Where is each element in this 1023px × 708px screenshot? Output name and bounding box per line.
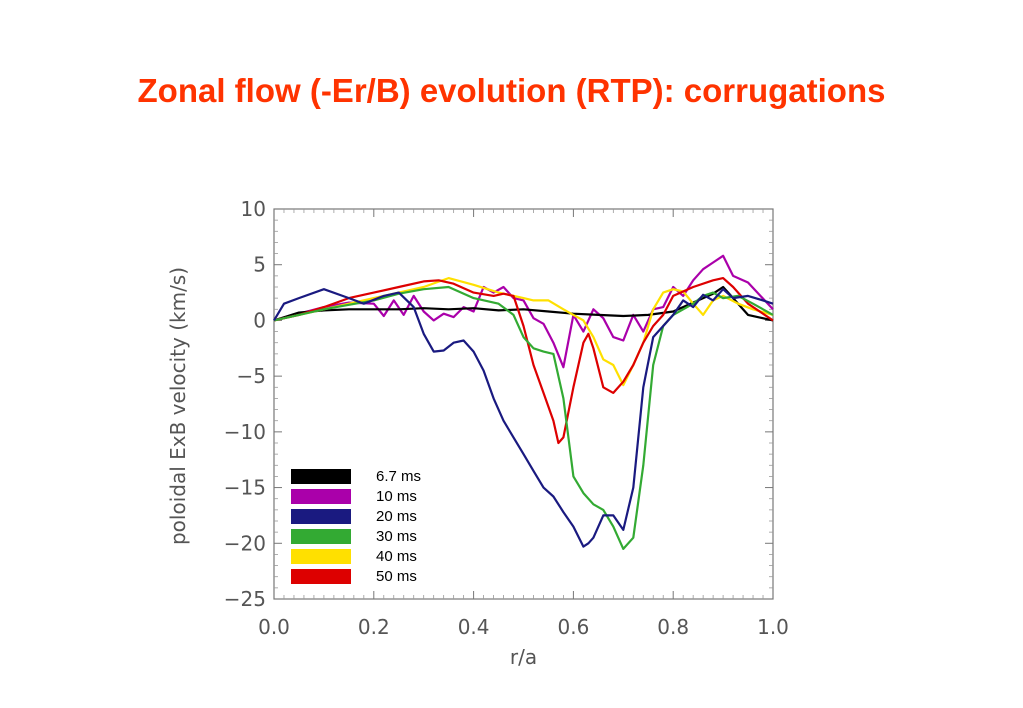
- legend-swatch: [291, 489, 351, 504]
- y-tick-label: 0: [253, 308, 266, 332]
- y-tick-label: 5: [253, 253, 266, 277]
- legend-label: 10 ms: [376, 488, 417, 505]
- y-tick-label: 10: [241, 197, 266, 221]
- legend-label: 20 ms: [376, 508, 417, 525]
- x-tick-label: 0.2: [358, 615, 390, 639]
- x-tick-label: 0.0: [258, 615, 290, 639]
- y-tick-label: −5: [237, 364, 266, 388]
- x-tick-label: 0.8: [657, 615, 689, 639]
- x-axis-title: r/a: [510, 645, 537, 669]
- legend-swatch: [291, 569, 351, 584]
- legend-label: 6.7 ms: [376, 468, 421, 485]
- slide-title: Zonal flow (-Er/B) evolution (RTP): corr…: [137, 72, 886, 109]
- legend-swatch: [291, 509, 351, 524]
- series-line-50-ms: [273, 277, 774, 445]
- legend-swatch: [291, 469, 351, 484]
- series-line-10-ms: [273, 254, 774, 369]
- series-line-6-7-ms: [273, 285, 774, 322]
- series-line-20-ms: [273, 288, 774, 548]
- x-tick-label: 0.6: [557, 615, 589, 639]
- x-tick-label: 1.0: [757, 615, 789, 639]
- legend-swatch: [291, 549, 351, 564]
- x-tick-label: 0.4: [458, 615, 490, 639]
- y-tick-label: −10: [224, 420, 266, 444]
- y-tick-label: −15: [224, 476, 266, 500]
- y-tick-label: −20: [224, 531, 266, 555]
- legend-label: 50 ms: [376, 568, 417, 585]
- legend-label: 40 ms: [376, 548, 417, 565]
- y-axis-title: poloidal ExB velocity (km/s): [166, 267, 190, 545]
- series-line-40-ms: [273, 277, 774, 387]
- legend-swatch: [291, 529, 351, 544]
- y-tick-label: −25: [224, 587, 266, 611]
- series-line-30-ms: [273, 285, 774, 551]
- legend-label: 30 ms: [376, 528, 417, 545]
